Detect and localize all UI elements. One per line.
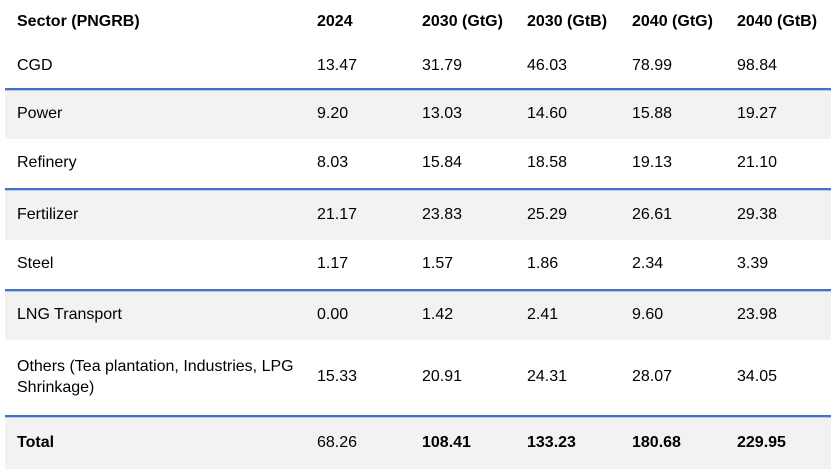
value-cell: 9.20 [317,88,422,139]
sector-cell: CGD [17,56,53,74]
table-row-cgd: CGD 13.47 31.79 46.03 78.99 98.84 [5,44,831,89]
column-header-2030-gtg: 2030 (GtG) [422,12,503,30]
value-cell: 29.38 [737,188,831,240]
total-label-cell: Total [5,415,317,469]
value-cell: 1.57 [422,255,454,273]
value-cell: 1.86 [527,255,559,273]
value-cell: 25.29 [527,188,632,240]
sector-cell: Others (Tea plantation, Industries, LPG … [17,357,294,396]
table-row-steel: Steel 1.17 1.57 1.86 2.34 3.39 [5,240,831,290]
value-cell: 3.39 [737,255,769,273]
table-row-refinery: Refinery 8.03 15.84 18.58 19.13 21.10 [5,139,831,189]
column-header-2040-gtb: 2040 (GtB) [737,12,818,30]
value-cell: 13.47 [317,56,358,74]
value-cell: 13.03 [422,88,527,139]
table-row-power: Power 9.20 13.03 14.60 15.88 19.27 [5,88,831,139]
value-cell: 180.68 [632,415,737,469]
sector-demand-table: Sector (PNGRB) 2024 2030 (GtG) 2030 (GtB… [5,0,831,469]
table-row-fertilizer: Fertilizer 21.17 23.83 25.29 26.61 29.38 [5,188,831,240]
value-cell: 21.17 [317,188,422,240]
value-cell: 15.84 [422,154,463,172]
value-cell: 28.07 [632,368,673,386]
value-cell: 31.79 [422,56,463,74]
value-cell: 23.83 [422,188,527,240]
value-cell: 15.33 [317,368,358,386]
column-header-2040-gtg: 2040 (GtG) [632,12,713,30]
sector-cell: Steel [17,255,54,273]
value-cell: 19.13 [632,154,673,172]
value-cell: 98.84 [737,56,778,74]
value-cell: 14.60 [527,88,632,139]
value-cell: 21.10 [737,154,778,172]
value-cell: 8.03 [317,154,349,172]
value-cell: 1.42 [422,289,527,340]
value-cell: 2.41 [527,289,632,340]
table-row-others: Others (Tea plantation, Industries, LPG … [5,340,831,416]
sector-cell: Power [5,88,317,139]
sector-cell: LNG Transport [5,289,317,340]
value-cell: 108.41 [422,415,527,469]
sector-cell: Fertilizer [5,188,317,240]
value-cell: 19.27 [737,88,831,139]
value-cell: 1.17 [317,255,349,273]
value-cell: 20.91 [422,368,463,386]
header-row: Sector (PNGRB) 2024 2030 (GtG) 2030 (GtB… [5,0,831,44]
table-row-lng-transport: LNG Transport 0.00 1.42 2.41 9.60 23.98 [5,289,831,340]
value-cell: 23.98 [737,289,831,340]
sector-demand-table-container: Sector (PNGRB) 2024 2030 (GtG) 2030 (GtB… [5,0,834,469]
value-cell: 68.26 [317,415,422,469]
value-cell: 0.00 [317,289,422,340]
value-cell: 9.60 [632,289,737,340]
value-cell: 78.99 [632,56,673,74]
sector-cell: Refinery [17,154,77,172]
table-row-total: Total 68.26 108.41 133.23 180.68 229.95 [5,415,831,469]
value-cell: 229.95 [737,415,831,469]
value-cell: 26.61 [632,188,737,240]
column-header-2024: 2024 [317,12,353,30]
column-header-sector: Sector (PNGRB) [17,12,140,30]
value-cell: 24.31 [527,368,568,386]
value-cell: 15.88 [632,88,737,139]
value-cell: 133.23 [527,415,632,469]
value-cell: 2.34 [632,255,664,273]
value-cell: 46.03 [527,56,568,74]
value-cell: 18.58 [527,154,568,172]
column-header-2030-gtb: 2030 (GtB) [527,12,608,30]
value-cell: 34.05 [737,368,778,386]
